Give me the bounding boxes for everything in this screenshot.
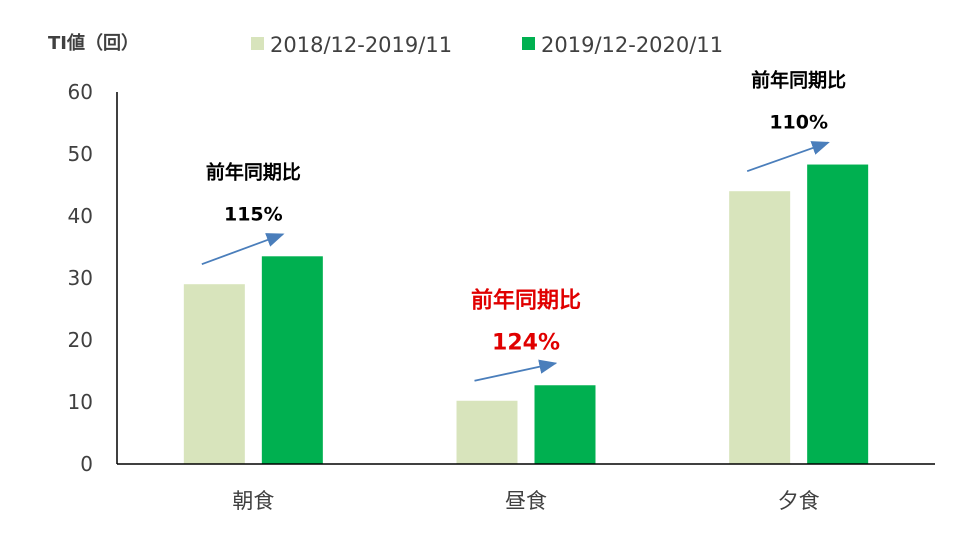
x-axis: 朝食 昼食 夕食 <box>117 463 935 513</box>
trend-arrow-2 <box>474 359 558 382</box>
y-tick-label: 60 <box>68 80 93 104</box>
legend-swatch-1 <box>251 37 264 50</box>
bar-series2-3 <box>807 164 869 465</box>
annotations: 前年同期比 115% 前年同期比 124% 前年同期比 110% <box>201 69 846 382</box>
yoy-label: 前年同期比 <box>471 287 581 313</box>
category-label: 朝食 <box>232 489 274 513</box>
bar-series1-1 <box>183 284 245 464</box>
yoy-label: 前年同期比 <box>206 160 301 183</box>
y-axis-label: TI値（回） <box>48 32 139 54</box>
yoy-percent: 115% <box>224 203 283 225</box>
bar-series2-1 <box>261 256 323 464</box>
bars <box>183 164 869 465</box>
yoy-percent: 124% <box>492 330 560 355</box>
yoy-percent: 110% <box>769 112 828 134</box>
legend-label-1: 2018/12-2019/11 <box>270 33 452 57</box>
y-tick-label: 0 <box>80 452 93 476</box>
legend-swatch-2 <box>522 37 535 50</box>
legend-label-2: 2019/12-2020/11 <box>541 33 723 57</box>
trend-arrow-3 <box>746 141 830 173</box>
bar-series2-2 <box>534 385 596 464</box>
y-tick-label: 50 <box>68 142 93 166</box>
y-axis: 0 10 20 30 40 50 60 <box>68 80 118 476</box>
yoy-label: 前年同期比 <box>751 69 846 92</box>
category-label: 夕食 <box>778 489 820 513</box>
y-tick-label: 20 <box>68 328 93 352</box>
bar-series1-3 <box>729 191 791 464</box>
trend-arrow-1 <box>201 233 285 266</box>
y-tick-label: 30 <box>68 266 93 290</box>
category-label: 昼食 <box>505 489 547 513</box>
legend: 2018/12-2019/11 2019/12-2020/11 <box>251 33 723 57</box>
bar-series1-2 <box>456 400 518 464</box>
y-tick-label: 10 <box>68 390 93 414</box>
y-tick-label: 40 <box>68 204 93 228</box>
